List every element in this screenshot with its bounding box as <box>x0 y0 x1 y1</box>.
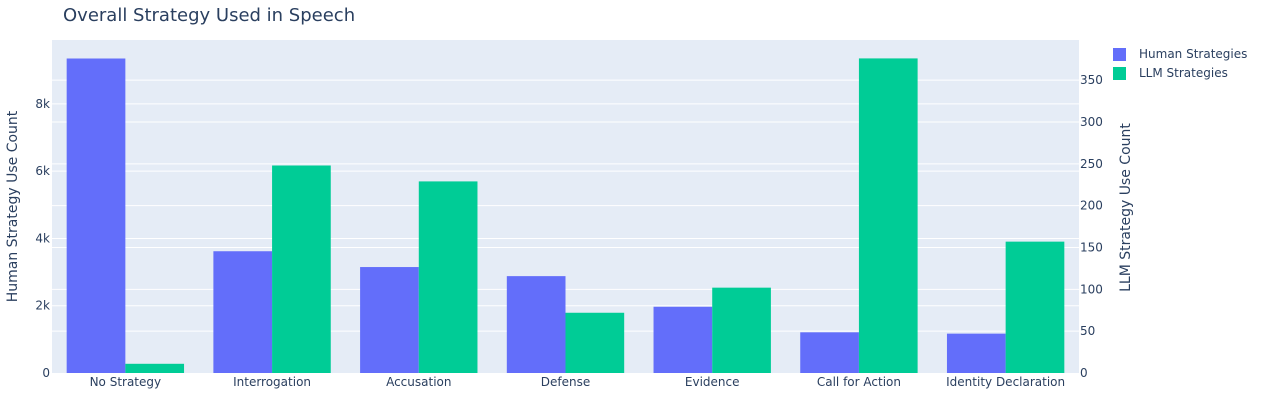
human-bar-accusation[interactable] <box>360 267 419 373</box>
human-bar-defense[interactable] <box>506 276 566 373</box>
legend-label: LLM Strategies <box>1139 66 1228 80</box>
y-left-tick-label: 4k <box>35 231 50 245</box>
llm-bar-interrogation[interactable] <box>272 165 331 373</box>
llm-bar-no-strategy[interactable] <box>125 363 185 373</box>
y-axis-right-ticks: 0 50 100 150 200 250 300 350 <box>1080 73 1103 380</box>
human-bar-evidence[interactable] <box>653 306 713 373</box>
x-tick-label: No Strategy <box>90 375 162 389</box>
legend-item-llm[interactable]: LLM Strategies <box>1113 66 1228 80</box>
legend-swatch <box>1113 67 1126 80</box>
y-left-tick-label: 2k <box>35 299 50 313</box>
y-left-tick-label: 8k <box>35 97 50 111</box>
legend-item-human[interactable]: Human Strategies <box>1113 47 1247 61</box>
llm-bar-defense[interactable] <box>565 312 625 373</box>
y-left-tick-label: 0 <box>42 366 50 380</box>
x-tick-label: Evidence <box>685 375 740 389</box>
x-tick-label: Call for Action <box>817 375 901 389</box>
human-bar-no-strategy[interactable] <box>66 58 126 374</box>
llm-bar-accusation[interactable] <box>418 181 478 373</box>
llm-bar-identity-declaration[interactable] <box>1005 241 1065 373</box>
x-axis-ticks: No Strategy Interrogation Accusation Defens… <box>90 375 1066 389</box>
x-tick-label: Identity Declaration <box>946 375 1065 389</box>
y-axis-left-label: Human Strategy Use Count <box>5 110 21 302</box>
chart-title: Overall Strategy Used in Speech <box>63 5 355 26</box>
human-bar-call-for-action[interactable] <box>800 332 859 373</box>
y-right-tick-label: 200 <box>1080 199 1103 213</box>
human-bar-identity-declaration[interactable] <box>946 333 1006 373</box>
y-right-tick-label: 300 <box>1080 115 1103 129</box>
y-right-tick-label: 50 <box>1080 324 1095 338</box>
x-tick-label: Accusation <box>386 375 451 389</box>
y-right-tick-label: 150 <box>1080 240 1103 254</box>
y-right-tick-label: 350 <box>1080 73 1103 87</box>
y-axis-right-label: LLM Strategy Use Count <box>1118 123 1134 292</box>
y-left-tick-label: 6k <box>35 164 50 178</box>
y-right-tick-label: 100 <box>1080 282 1103 296</box>
bars <box>66 58 1065 374</box>
llm-bar-call-for-action[interactable] <box>858 58 918 373</box>
human-bar-interrogation[interactable] <box>213 251 273 373</box>
legend[interactable]: Human Strategies LLM Strategies <box>1113 47 1247 80</box>
llm-bar-evidence[interactable] <box>712 287 771 373</box>
legend-swatch <box>1113 48 1126 61</box>
y-right-tick-label: 250 <box>1080 157 1103 171</box>
y-right-tick-label: 0 <box>1080 366 1088 380</box>
legend-label: Human Strategies <box>1139 47 1247 61</box>
x-tick-label: Interrogation <box>233 375 311 389</box>
x-tick-label: Defense <box>541 375 590 389</box>
y-axis-left-ticks: 0 2k 4k 6k 8k <box>35 97 50 380</box>
